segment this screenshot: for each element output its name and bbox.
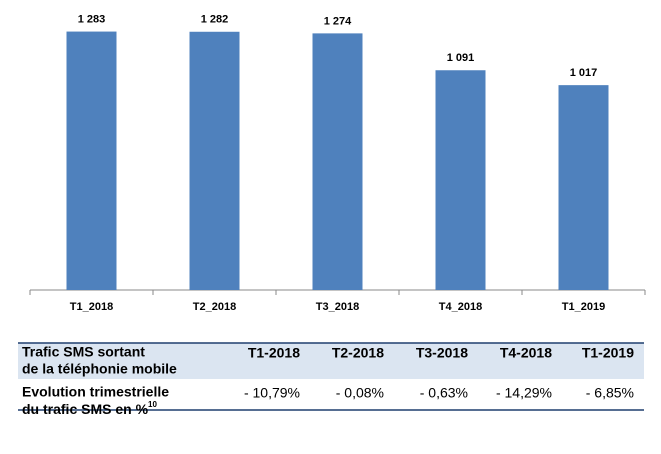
x-tick-label: T1_2018	[70, 301, 113, 313]
table-column-header: T4-2018	[500, 345, 552, 361]
table-header-bg	[18, 343, 644, 379]
table-column-header: T2-2018	[332, 345, 384, 361]
table-header-label: Trafic SMS sortant	[22, 344, 145, 360]
value-label: 1 282	[201, 14, 229, 26]
table-row-label: du trafic SMS en %10	[22, 400, 157, 417]
table-cell: - 14,29%	[496, 385, 552, 401]
row-label-text: du trafic SMS en %	[22, 401, 149, 417]
bar	[312, 33, 363, 290]
table-column-header: T1-2019	[582, 345, 634, 361]
table-cell: - 0,63%	[420, 385, 468, 401]
table-cell: - 6,85%	[586, 385, 634, 401]
value-label: 1 274	[324, 15, 352, 27]
value-label: 1 017	[570, 67, 598, 79]
bar	[435, 70, 486, 291]
bar	[66, 31, 117, 291]
table-row-label: Evolution trimestrielle	[22, 384, 169, 400]
value-label: 1 283	[78, 13, 106, 25]
table-cell: - 10,79%	[244, 385, 300, 401]
table-header-label: de la téléphonie mobile	[22, 361, 177, 377]
x-tick-label: T2_2018	[193, 301, 236, 313]
x-tick-label: T1_2019	[562, 301, 605, 313]
bar	[558, 85, 609, 290]
x-tick-label: T3_2018	[316, 301, 359, 313]
table-column-header: T1-2018	[248, 345, 300, 361]
bar	[189, 31, 240, 290]
table-column-header: T3-2018	[416, 345, 468, 361]
value-label: 1 091	[447, 52, 475, 64]
footnote: 10	[148, 400, 157, 409]
x-tick-label: T4_2018	[439, 301, 482, 313]
table-cell: - 0,08%	[336, 385, 384, 401]
